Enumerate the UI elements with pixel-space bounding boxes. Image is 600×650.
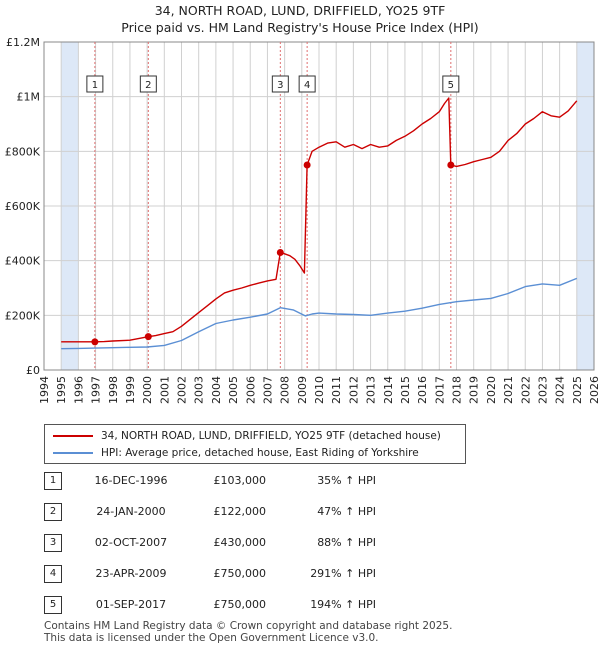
sale-number-badge: 4: [44, 565, 62, 583]
x-tick-label: 2022: [519, 376, 532, 404]
chart-title: 34, NORTH ROAD, LUND, DRIFFIELD, YO25 9T…: [154, 3, 446, 18]
hpi-line: [61, 277, 578, 350]
sale-point: [276, 248, 284, 256]
sale-number-badge: 5: [44, 596, 62, 614]
sale-point: [144, 333, 152, 341]
sale-marker-label: 4: [304, 80, 310, 91]
x-tick-label: 2011: [330, 376, 343, 404]
y-tick-label: £800K: [5, 145, 41, 158]
sale-number-badge: 3: [44, 534, 62, 552]
x-tick-label: 2014: [382, 376, 395, 404]
sale-marker-label: 1: [92, 80, 98, 91]
x-tick-label: 2001: [158, 376, 171, 404]
x-tick-label: 2003: [193, 376, 206, 404]
sale-marker-label: 5: [448, 80, 454, 91]
x-tick-label: 2021: [502, 376, 515, 404]
sale-point: [447, 161, 455, 169]
sale-marker-box: [298, 75, 316, 93]
y-tick-label: £600K: [5, 200, 41, 213]
price-chart: £0 £200K £400K £600K £800K £1M £1.2M 1994 1995 19…: [5, 36, 600, 404]
x-tick-label: 2009: [296, 376, 309, 404]
legend-item-property: 34, NORTH ROAD, LUND, DRIFFIELD, YO25 9T…: [53, 428, 441, 444]
y-tick-label: £400K: [5, 255, 41, 268]
y-tick-label: £1M: [17, 91, 41, 104]
legend-item-hpi: HPI: Average price, detached house, East…: [53, 445, 419, 461]
sale-number-badge: 1: [44, 472, 62, 490]
x-tick-label: 2024: [554, 376, 567, 404]
sale-row: 5 01-SEP-2017 £750,000 194% ↑ HPI: [44, 596, 564, 616]
sale-marker-label: 2: [145, 80, 151, 91]
sale-hpi-change: 47% ↑ HPI: [317, 505, 376, 518]
x-tick-label: 2010: [313, 376, 326, 404]
sale-hpi-change: 35% ↑ HPI: [317, 474, 376, 487]
x-tick-label: 2016: [416, 376, 429, 404]
y-tick-label: £200K: [5, 309, 41, 322]
x-tick-label: 2007: [261, 376, 274, 404]
sale-price: £103,000: [213, 474, 267, 487]
sale-row: 1 16-DEC-1996 £103,000 35% ↑ HPI: [44, 472, 564, 492]
x-tick-label: 2012: [347, 376, 360, 404]
y-tick-label: £0: [26, 364, 40, 377]
x-tick-label: 2006: [244, 376, 257, 404]
x-tick-label: 2026: [588, 376, 600, 404]
legend-swatch-hpi: [53, 452, 93, 454]
sale-hpi-change: 88% ↑ HPI: [317, 536, 376, 549]
legend-swatch-property: [53, 435, 93, 437]
sale-marker-box: [442, 75, 460, 93]
x-tick-label: 1994: [38, 376, 51, 404]
x-tick-label: 2018: [451, 376, 464, 404]
sale-hpi-change: 291% ↑ HPI: [310, 567, 376, 580]
property-price-line: [61, 97, 578, 343]
x-tick-label: 2015: [399, 376, 412, 404]
x-tick-label: 1998: [107, 376, 120, 404]
x-tick-label: 2013: [365, 376, 378, 404]
x-tick-label: 2002: [176, 376, 189, 404]
sale-number-badge: 2: [44, 503, 62, 521]
sale-marker-box: [139, 75, 157, 93]
sale-price: £750,000: [213, 598, 267, 611]
x-tick-label: 2019: [468, 376, 481, 404]
x-tick-label: 2004: [210, 376, 223, 404]
sale-point: [91, 338, 99, 346]
sale-date: 02-OCT-2007: [94, 536, 168, 549]
chart-legend: 34, NORTH ROAD, LUND, DRIFFIELD, YO25 9T…: [44, 424, 466, 464]
sale-row: 4 23-APR-2009 £750,000 291% ↑ HPI: [44, 565, 564, 585]
sale-row: 3 02-OCT-2007 £430,000 88% ↑ HPI: [44, 534, 564, 554]
x-tick-label: 2020: [485, 376, 498, 404]
sale-date: 24-JAN-2000: [96, 505, 166, 518]
x-tick-label: 2008: [279, 376, 292, 404]
sale-marker-box: [271, 75, 289, 93]
footer-licence: This data is licensed under the Open Gov…: [44, 632, 379, 644]
sale-row: 2 24-JAN-2000 £122,000 47% ↑ HPI: [44, 503, 564, 523]
legend-label-property: 34, NORTH ROAD, LUND, DRIFFIELD, YO25 9T…: [101, 430, 441, 442]
y-tick-label: £1.2M: [6, 36, 40, 49]
sale-price: £430,000: [213, 536, 267, 549]
sale-point: [303, 161, 311, 169]
sale-date: 01-SEP-2017: [95, 598, 167, 611]
x-tick-label: 2023: [536, 376, 549, 404]
x-tick-label: 2000: [141, 376, 154, 404]
footer-copyright: Contains HM Land Registry data © Crown c…: [44, 620, 453, 632]
chart-subtitle: Price paid vs. HM Land Registry's House …: [121, 20, 479, 35]
x-tick-label: 1995: [55, 376, 68, 404]
x-tick-label: 1996: [72, 376, 85, 404]
sale-marker-label: 3: [277, 80, 283, 91]
x-tick-label: 2017: [433, 376, 446, 404]
sale-marker-box: [86, 75, 104, 93]
sale-price: £750,000: [213, 567, 267, 580]
footer: Contains HM Land Registry data © Crown c…: [44, 620, 452, 644]
x-tick-label: 2005: [227, 376, 240, 404]
x-tick-label: 1997: [90, 376, 103, 404]
x-tick-label: 2025: [571, 376, 584, 404]
legend-label-hpi: HPI: Average price, detached house, East…: [101, 447, 419, 459]
sale-date: 23-APR-2009: [95, 567, 167, 580]
plot-border: [43, 41, 595, 371]
sale-date: 16-DEC-1996: [94, 474, 168, 487]
sale-hpi-change: 194% ↑ HPI: [310, 598, 376, 611]
sale-price: £122,000: [213, 505, 267, 518]
x-tick-label: 1999: [124, 376, 137, 404]
